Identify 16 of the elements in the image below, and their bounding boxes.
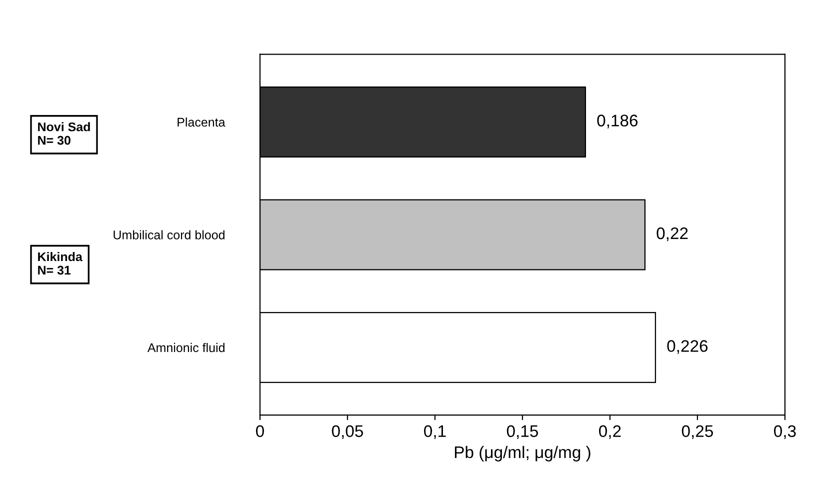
data-label: 0,226: [667, 340, 708, 354]
data-label: 0,186: [597, 114, 638, 128]
x-tick-label: 0,05: [332, 425, 364, 440]
x-axis-title: Pb (μg/ml; μg/mg ): [454, 446, 590, 462]
text: Kikinda N= 31: [38, 252, 82, 275]
y-tick-label: Placenta: [178, 117, 226, 127]
x-tick-label: 0,1: [424, 425, 446, 440]
data-label: 0,22: [656, 227, 688, 242]
y-tick-label: Umbilical cord blood: [114, 230, 224, 240]
x-tick-label: 0,15: [506, 425, 538, 440]
x-tick-label: 0,3: [774, 425, 796, 440]
x-tick-label: 0,2: [599, 425, 621, 440]
x-tick-label: 0,25: [682, 425, 713, 440]
y-tick-label: Amnionic fluid: [147, 342, 224, 352]
text: Novi Sad N= 30: [38, 122, 90, 145]
x-tick-label: 0: [256, 425, 264, 438]
